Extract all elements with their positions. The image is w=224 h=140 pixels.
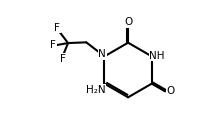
Text: N: N bbox=[99, 49, 106, 59]
Text: O: O bbox=[166, 86, 174, 96]
Text: F: F bbox=[50, 40, 56, 50]
Text: NH: NH bbox=[149, 51, 165, 61]
Text: F: F bbox=[60, 54, 65, 64]
Text: O: O bbox=[124, 17, 132, 27]
Text: F: F bbox=[54, 23, 60, 33]
Text: H₂N: H₂N bbox=[86, 85, 105, 95]
